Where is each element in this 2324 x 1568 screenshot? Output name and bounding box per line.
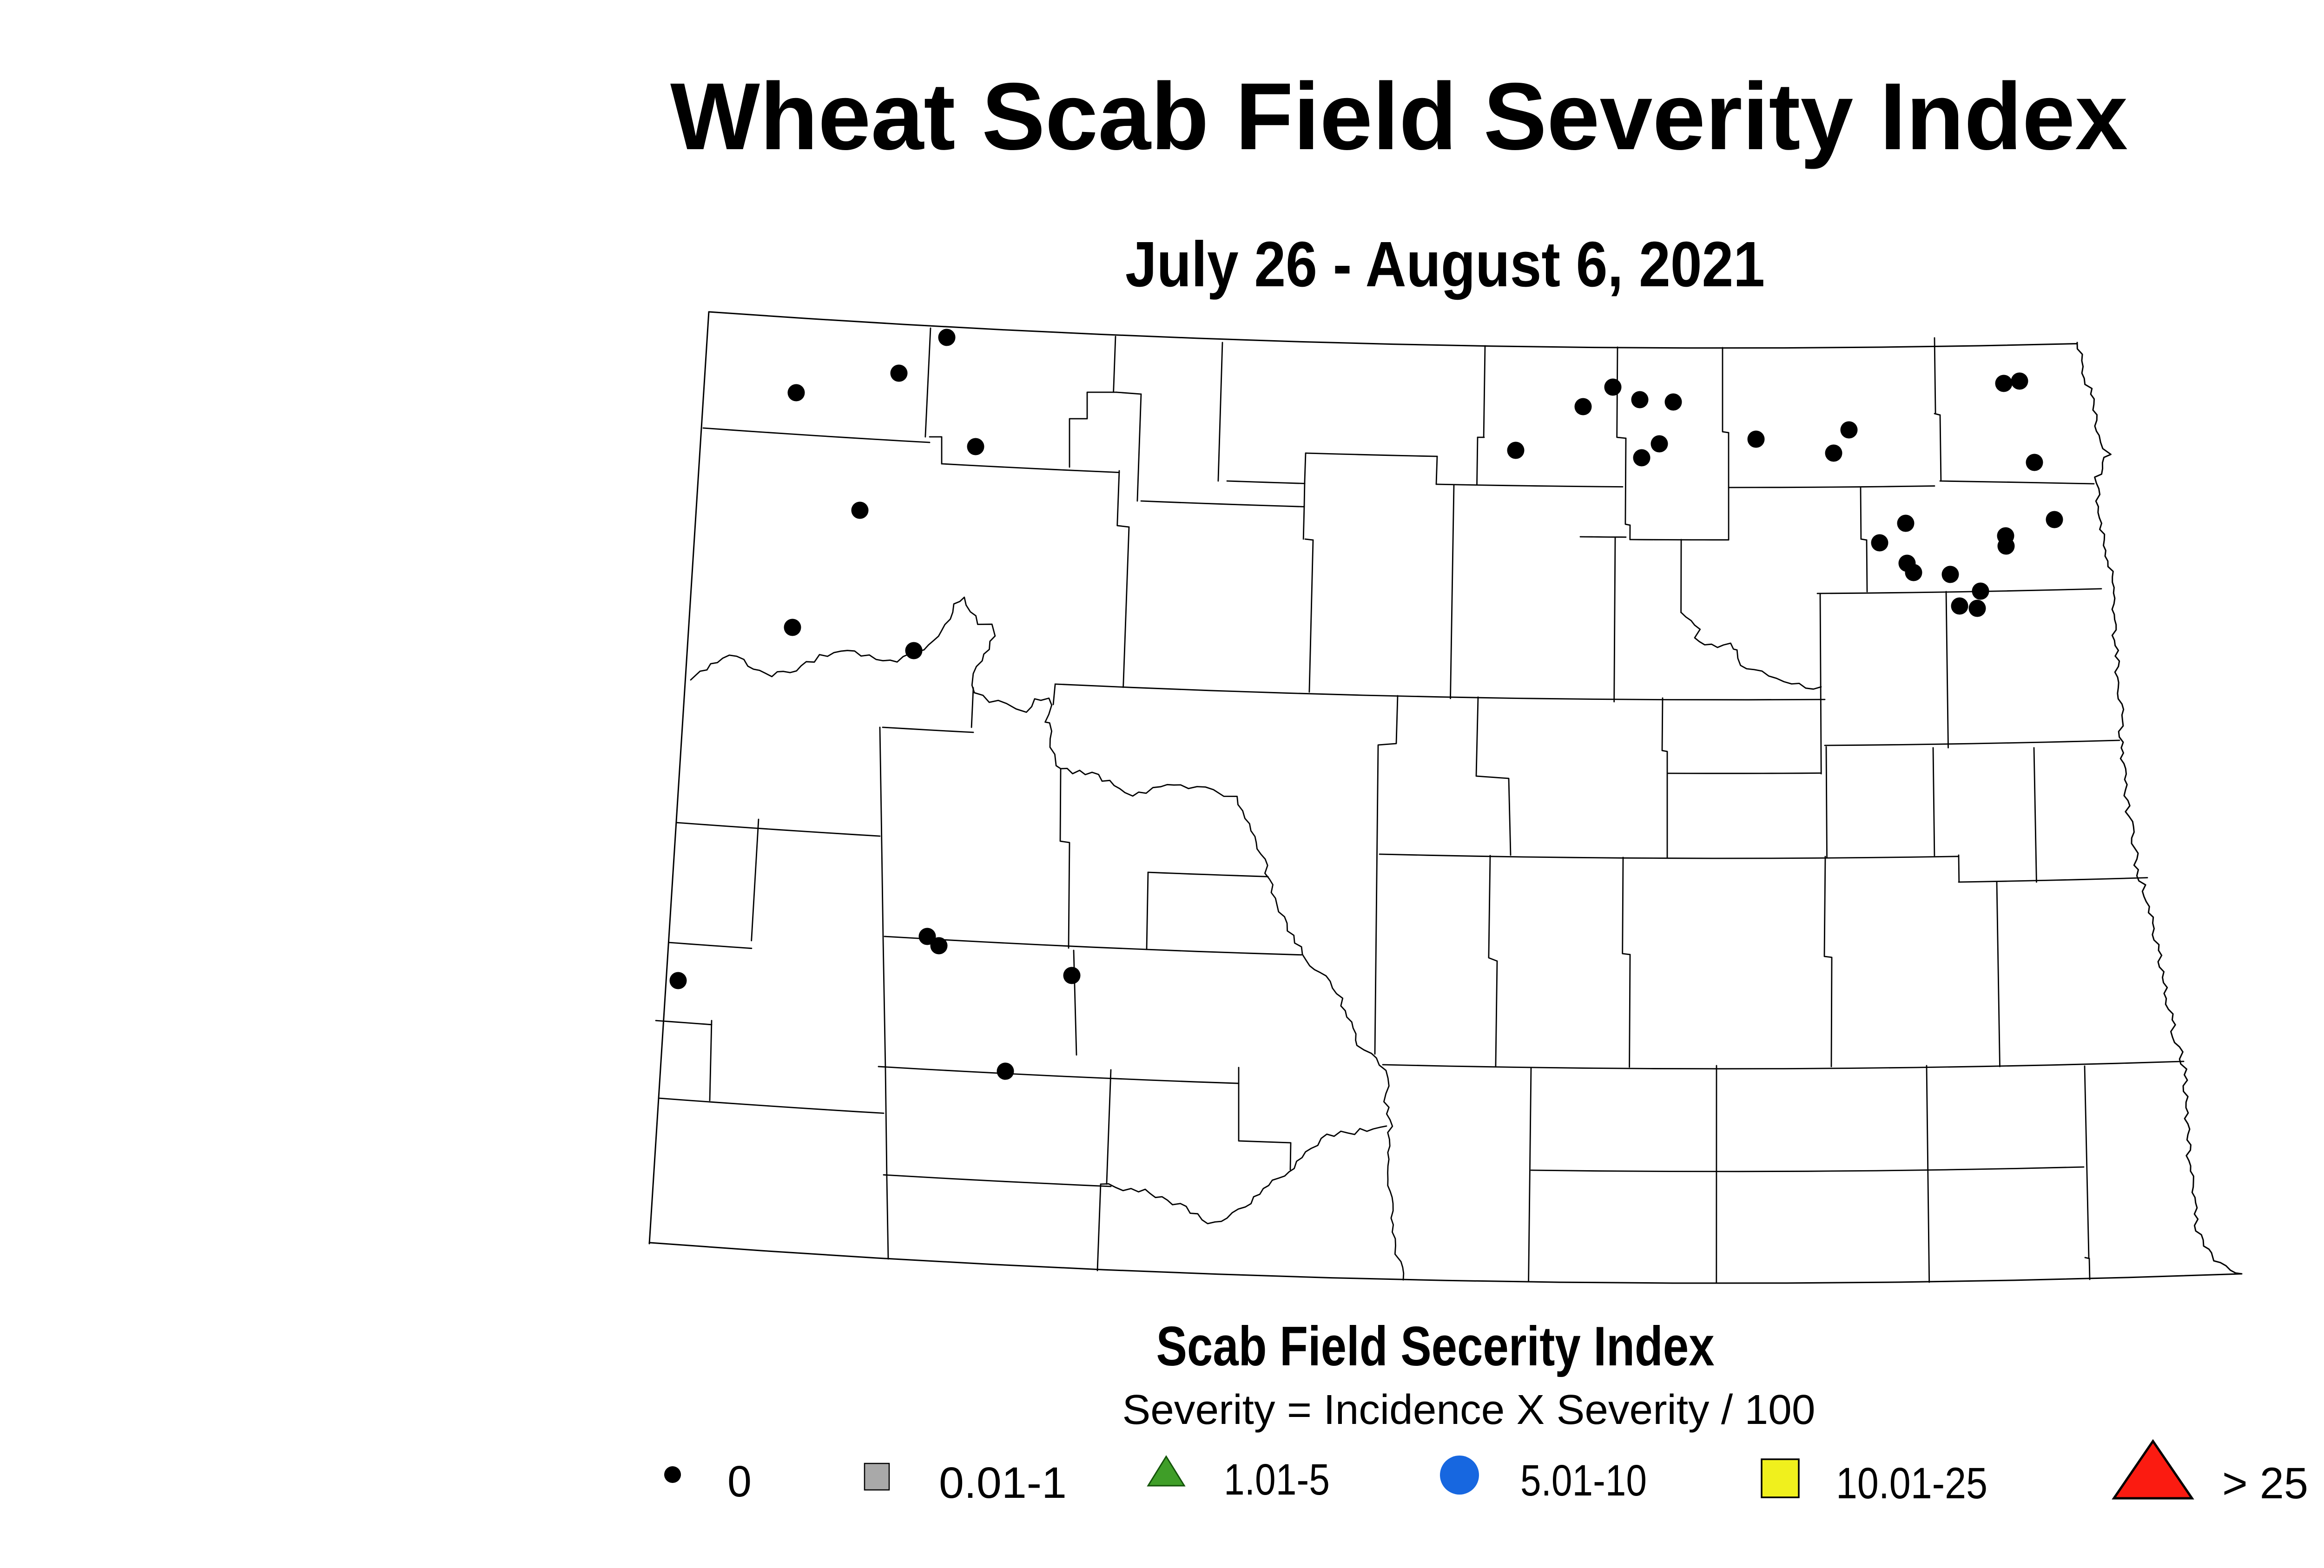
svg-text:0: 0 [727, 1457, 752, 1506]
svg-text:5.01-10: 5.01-10 [1520, 1456, 1647, 1505]
svg-text:Severity = Incidence X Severit: Severity = Incidence X Severity / 100 [1122, 1387, 1816, 1433]
svg-text:10.01-25: 10.01-25 [1836, 1459, 1987, 1508]
svg-text:0.01-1: 0.01-1 [939, 1458, 1067, 1508]
svg-text:Wheat Scab Field Severity Inde: Wheat Scab Field Severity Index [670, 63, 2128, 170]
svg-text:> 25: > 25 [2222, 1459, 2308, 1508]
svg-text:Scab Field Secerity Index: Scab Field Secerity Index [1156, 1315, 1715, 1377]
svg-text:1.01-5: 1.01-5 [1224, 1455, 1330, 1504]
svg-text:July 26 - August 6, 2021: July 26 - August 6, 2021 [1125, 229, 1765, 300]
